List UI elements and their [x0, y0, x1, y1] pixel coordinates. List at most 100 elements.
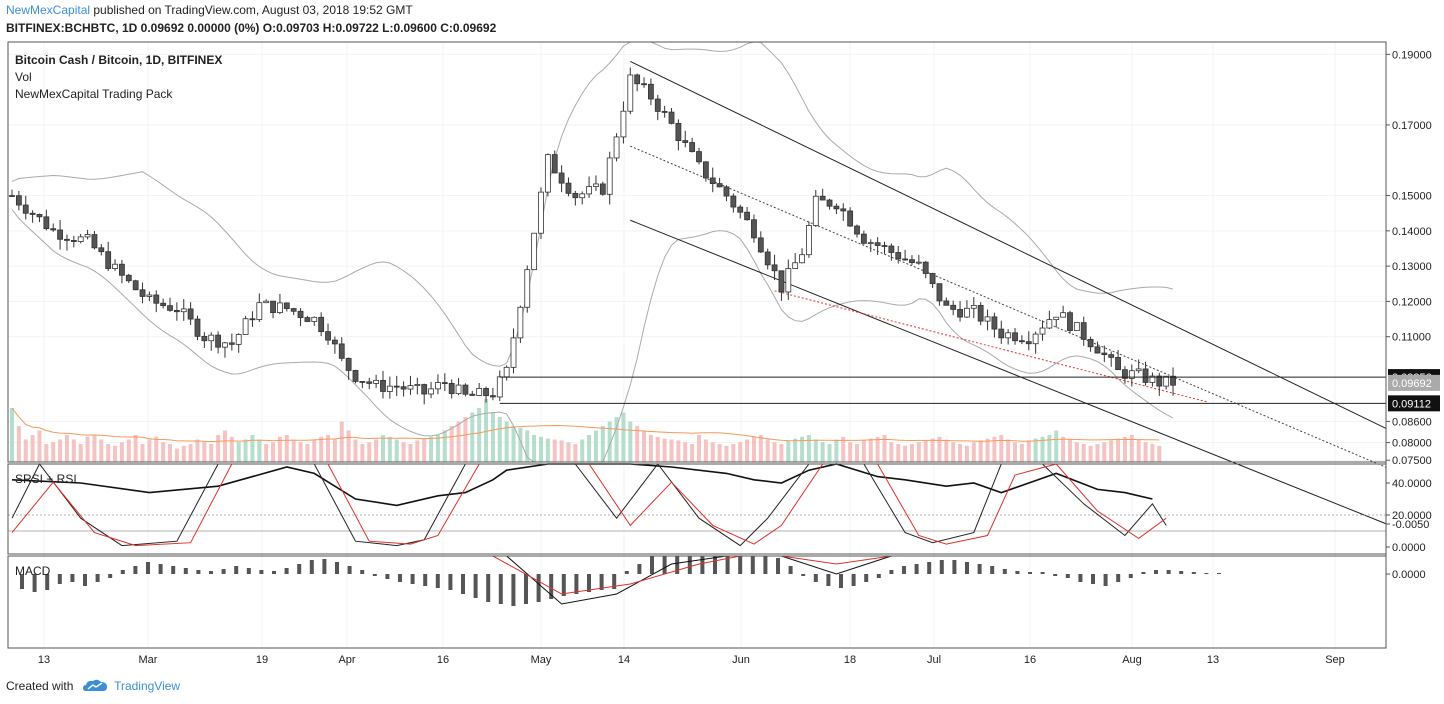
volume-bar — [731, 444, 736, 462]
time-tick-label: 13 — [1207, 654, 1219, 666]
macd-histogram-bar — [448, 574, 453, 590]
time-tick-label: 18 — [844, 654, 856, 666]
macd-histogram-bar — [133, 566, 138, 574]
volume-bar — [1095, 444, 1100, 462]
candle-body — [936, 283, 943, 302]
candle-body — [57, 229, 63, 240]
candle-body — [785, 268, 792, 293]
candle-body — [819, 195, 826, 201]
candle-body — [874, 242, 881, 246]
volume-bar — [374, 439, 379, 462]
candle-body — [455, 384, 462, 395]
macd-histogram-bar — [209, 571, 213, 574]
volume-bar — [188, 444, 193, 462]
candle-body — [338, 343, 345, 359]
candle-body — [778, 270, 785, 293]
tradingview-cloud-icon — [82, 679, 107, 695]
candle-body — [1149, 375, 1156, 383]
volume-bar — [909, 444, 914, 462]
candle-body — [950, 304, 957, 310]
candle-body — [290, 308, 297, 312]
candle-body — [91, 234, 98, 249]
volume-bar — [532, 435, 537, 462]
candle-body — [84, 234, 91, 238]
volume-bar — [793, 438, 798, 462]
macd-histogram-bar — [1091, 574, 1095, 584]
macd-histogram-bar — [561, 574, 566, 596]
candle-body — [256, 302, 263, 320]
macd-histogram-bar — [927, 562, 932, 574]
volume-bar — [298, 442, 303, 462]
candle-body — [98, 247, 105, 253]
macd-histogram-bar — [650, 556, 654, 574]
macd-histogram-bar — [309, 560, 314, 574]
candle-body — [847, 210, 854, 227]
volume-bar — [600, 426, 605, 462]
volume-bar — [222, 430, 227, 462]
volume-bar — [648, 435, 653, 462]
candle-body — [806, 225, 812, 256]
candle-body — [654, 98, 661, 112]
candle-body — [496, 376, 503, 398]
candle-body — [311, 316, 318, 322]
macd-histogram-bar — [196, 570, 201, 574]
time-tick-label: Apr — [338, 654, 355, 666]
candle-body — [510, 337, 517, 368]
volume-bar — [490, 412, 495, 462]
candle-body — [517, 306, 524, 339]
macd-histogram-bar — [45, 574, 50, 590]
candle-body — [249, 318, 256, 321]
volume-bar — [964, 445, 969, 462]
volume-bar — [916, 442, 921, 462]
volume-bar — [985, 438, 990, 462]
candle-body — [757, 237, 764, 253]
macd-histogram-bar — [385, 574, 390, 579]
volume-bar — [106, 444, 111, 462]
macd-histogram-bar — [435, 574, 440, 588]
volume-bar — [724, 445, 729, 462]
volume-bar — [607, 421, 612, 462]
candle-body — [325, 331, 331, 341]
candle-body — [771, 264, 778, 272]
volume-bar — [1054, 430, 1059, 462]
channel-lines — [630, 60, 1387, 525]
volume-bar — [566, 442, 571, 462]
candle-body — [1142, 368, 1149, 383]
macd-histogram-bar — [839, 574, 843, 588]
volume-bar — [113, 445, 118, 462]
macd-histogram-bar — [146, 562, 150, 574]
volume-bar — [133, 435, 138, 462]
macd-histogram-bar — [1141, 572, 1146, 574]
tradingview-link[interactable]: TradingView — [114, 679, 181, 694]
price-candles — [9, 67, 1176, 405]
macd-histogram-bar — [1015, 571, 1020, 574]
candle-body — [860, 233, 867, 244]
volume-bar — [751, 436, 756, 462]
macd-histogram-bar — [599, 574, 604, 590]
candle-body — [867, 242, 874, 245]
price-tick-label: 0.14000 — [1392, 226, 1432, 238]
volume-bar — [1067, 439, 1072, 462]
volume-bar — [614, 417, 619, 462]
author-link[interactable]: NewMexCapital — [6, 3, 91, 17]
macd-histogram-bar — [965, 562, 969, 574]
candle-body — [1032, 333, 1039, 345]
volume-bar — [319, 436, 324, 462]
candle-body — [593, 183, 599, 187]
volume-bar — [168, 444, 173, 462]
volume-bar — [937, 436, 942, 462]
time-axis: 13 Mar 19 Apr 16 May 14 Jun 18 Jul 16 Aug 13 Sep — [38, 654, 1345, 666]
macd-histogram-bar — [20, 574, 24, 589]
macd-histogram-bar — [939, 560, 944, 574]
rsi-tick-label: 0.0000 — [1392, 542, 1426, 554]
candle-body — [929, 273, 936, 285]
candle-body — [909, 259, 915, 264]
volume-bar — [353, 439, 358, 462]
candle-body — [1087, 338, 1094, 348]
legend-pack: NewMexCapital Trading Pack — [15, 87, 173, 101]
candle-body — [1012, 332, 1018, 342]
volume-bar — [422, 438, 427, 462]
macd-histogram-bar — [297, 564, 302, 574]
volume-bar — [889, 442, 894, 462]
